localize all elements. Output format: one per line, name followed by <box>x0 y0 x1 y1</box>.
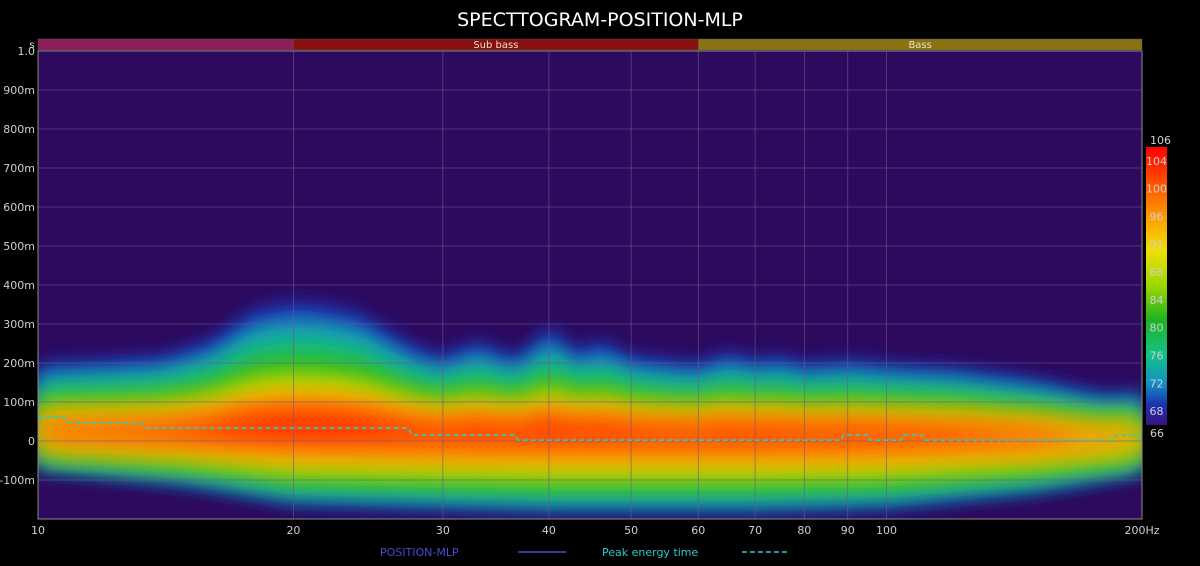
x-tick-label-10: 200Hz <box>1124 524 1159 537</box>
colorbar-tick-11: 66 <box>1150 427 1164 440</box>
chart-title: SPECTTOGRAM-POSITION-MLP <box>457 9 743 31</box>
x-tick-label-7: 80 <box>797 524 811 537</box>
x-tick-label-5: 60 <box>691 524 705 537</box>
y-tick-label-10: 0 <box>28 435 35 448</box>
band-label-1: Sub bass <box>473 40 518 51</box>
band-label-2: Bass <box>908 40 931 51</box>
colorbar-tick-8: 76 <box>1150 350 1164 363</box>
band-0 <box>37 38 294 51</box>
y-tick-label-1: 900m <box>3 84 35 97</box>
x-tick-label-2: 30 <box>436 524 450 537</box>
colorbar-tick-0: 106 <box>1150 134 1171 147</box>
colorbar-tick-7: 80 <box>1150 322 1164 335</box>
colorbar: 106 104 100 96 92 88 84 80 76 72 68 66 <box>1146 134 1171 440</box>
legend-label-1: Peak energy time <box>602 546 699 559</box>
colorbar-tick-1: 104 <box>1146 155 1167 168</box>
series-line-0 <box>38 415 1143 442</box>
colorbar-tick-6: 84 <box>1150 294 1164 307</box>
y-tick-label-8: 200m <box>3 357 35 370</box>
x-tick-label-3: 40 <box>542 524 556 537</box>
y-tick-label-5: 500m <box>3 240 35 253</box>
colorbar-gradient <box>1146 147 1167 425</box>
x-tick-label-9: 100 <box>876 524 897 537</box>
legend-label-0: POSITION-MLP <box>380 546 459 559</box>
colorbar-tick-9: 72 <box>1150 377 1164 390</box>
y-tick-label-6: 400m <box>3 279 35 292</box>
heatmap-layer <box>38 300 1142 512</box>
x-axis: 10 20 30 40 50 60 70 80 90 100 200Hz <box>31 524 1160 537</box>
colorbar-tick-3: 96 <box>1150 211 1164 224</box>
y-tick-label-2: 800m <box>3 123 35 136</box>
x-tick-label-4: 50 <box>624 524 638 537</box>
x-tick-label-0: 10 <box>31 524 45 537</box>
y-tick-label-4: 600m <box>3 201 35 214</box>
x-tick-label-1: 20 <box>286 524 300 537</box>
band-2 <box>698 38 1143 51</box>
y-tick-label-9: 100m <box>3 396 35 409</box>
y-tick-label-7: 300m <box>3 318 35 331</box>
y-tick-label-3: 700m <box>3 162 35 175</box>
y-tick-label-11: -100m <box>0 474 35 487</box>
colorbar-tick-2: 100 <box>1146 183 1167 196</box>
band-bar: s Sub bass Bass <box>29 38 1143 51</box>
x-tick-label-8: 90 <box>841 524 855 537</box>
series-layer <box>38 415 1143 442</box>
legend: POSITION-MLP Peak energy time <box>380 546 790 559</box>
colorbar-tick-10: 68 <box>1150 405 1164 418</box>
x-tick-label-6: 70 <box>748 524 762 537</box>
colorbar-tick-5: 88 <box>1150 266 1164 279</box>
heat-band-red <box>38 409 1142 445</box>
colorbar-tick-4: 92 <box>1150 238 1164 251</box>
band-label-0: s <box>29 40 34 51</box>
plot-border <box>37 50 1143 520</box>
y-axis: 1.0 900m 800m 700m 600m 500m 400m 300m 200m 100m 0… <box>0 45 35 487</box>
y-tick-label-0: 1.0 <box>18 45 36 58</box>
